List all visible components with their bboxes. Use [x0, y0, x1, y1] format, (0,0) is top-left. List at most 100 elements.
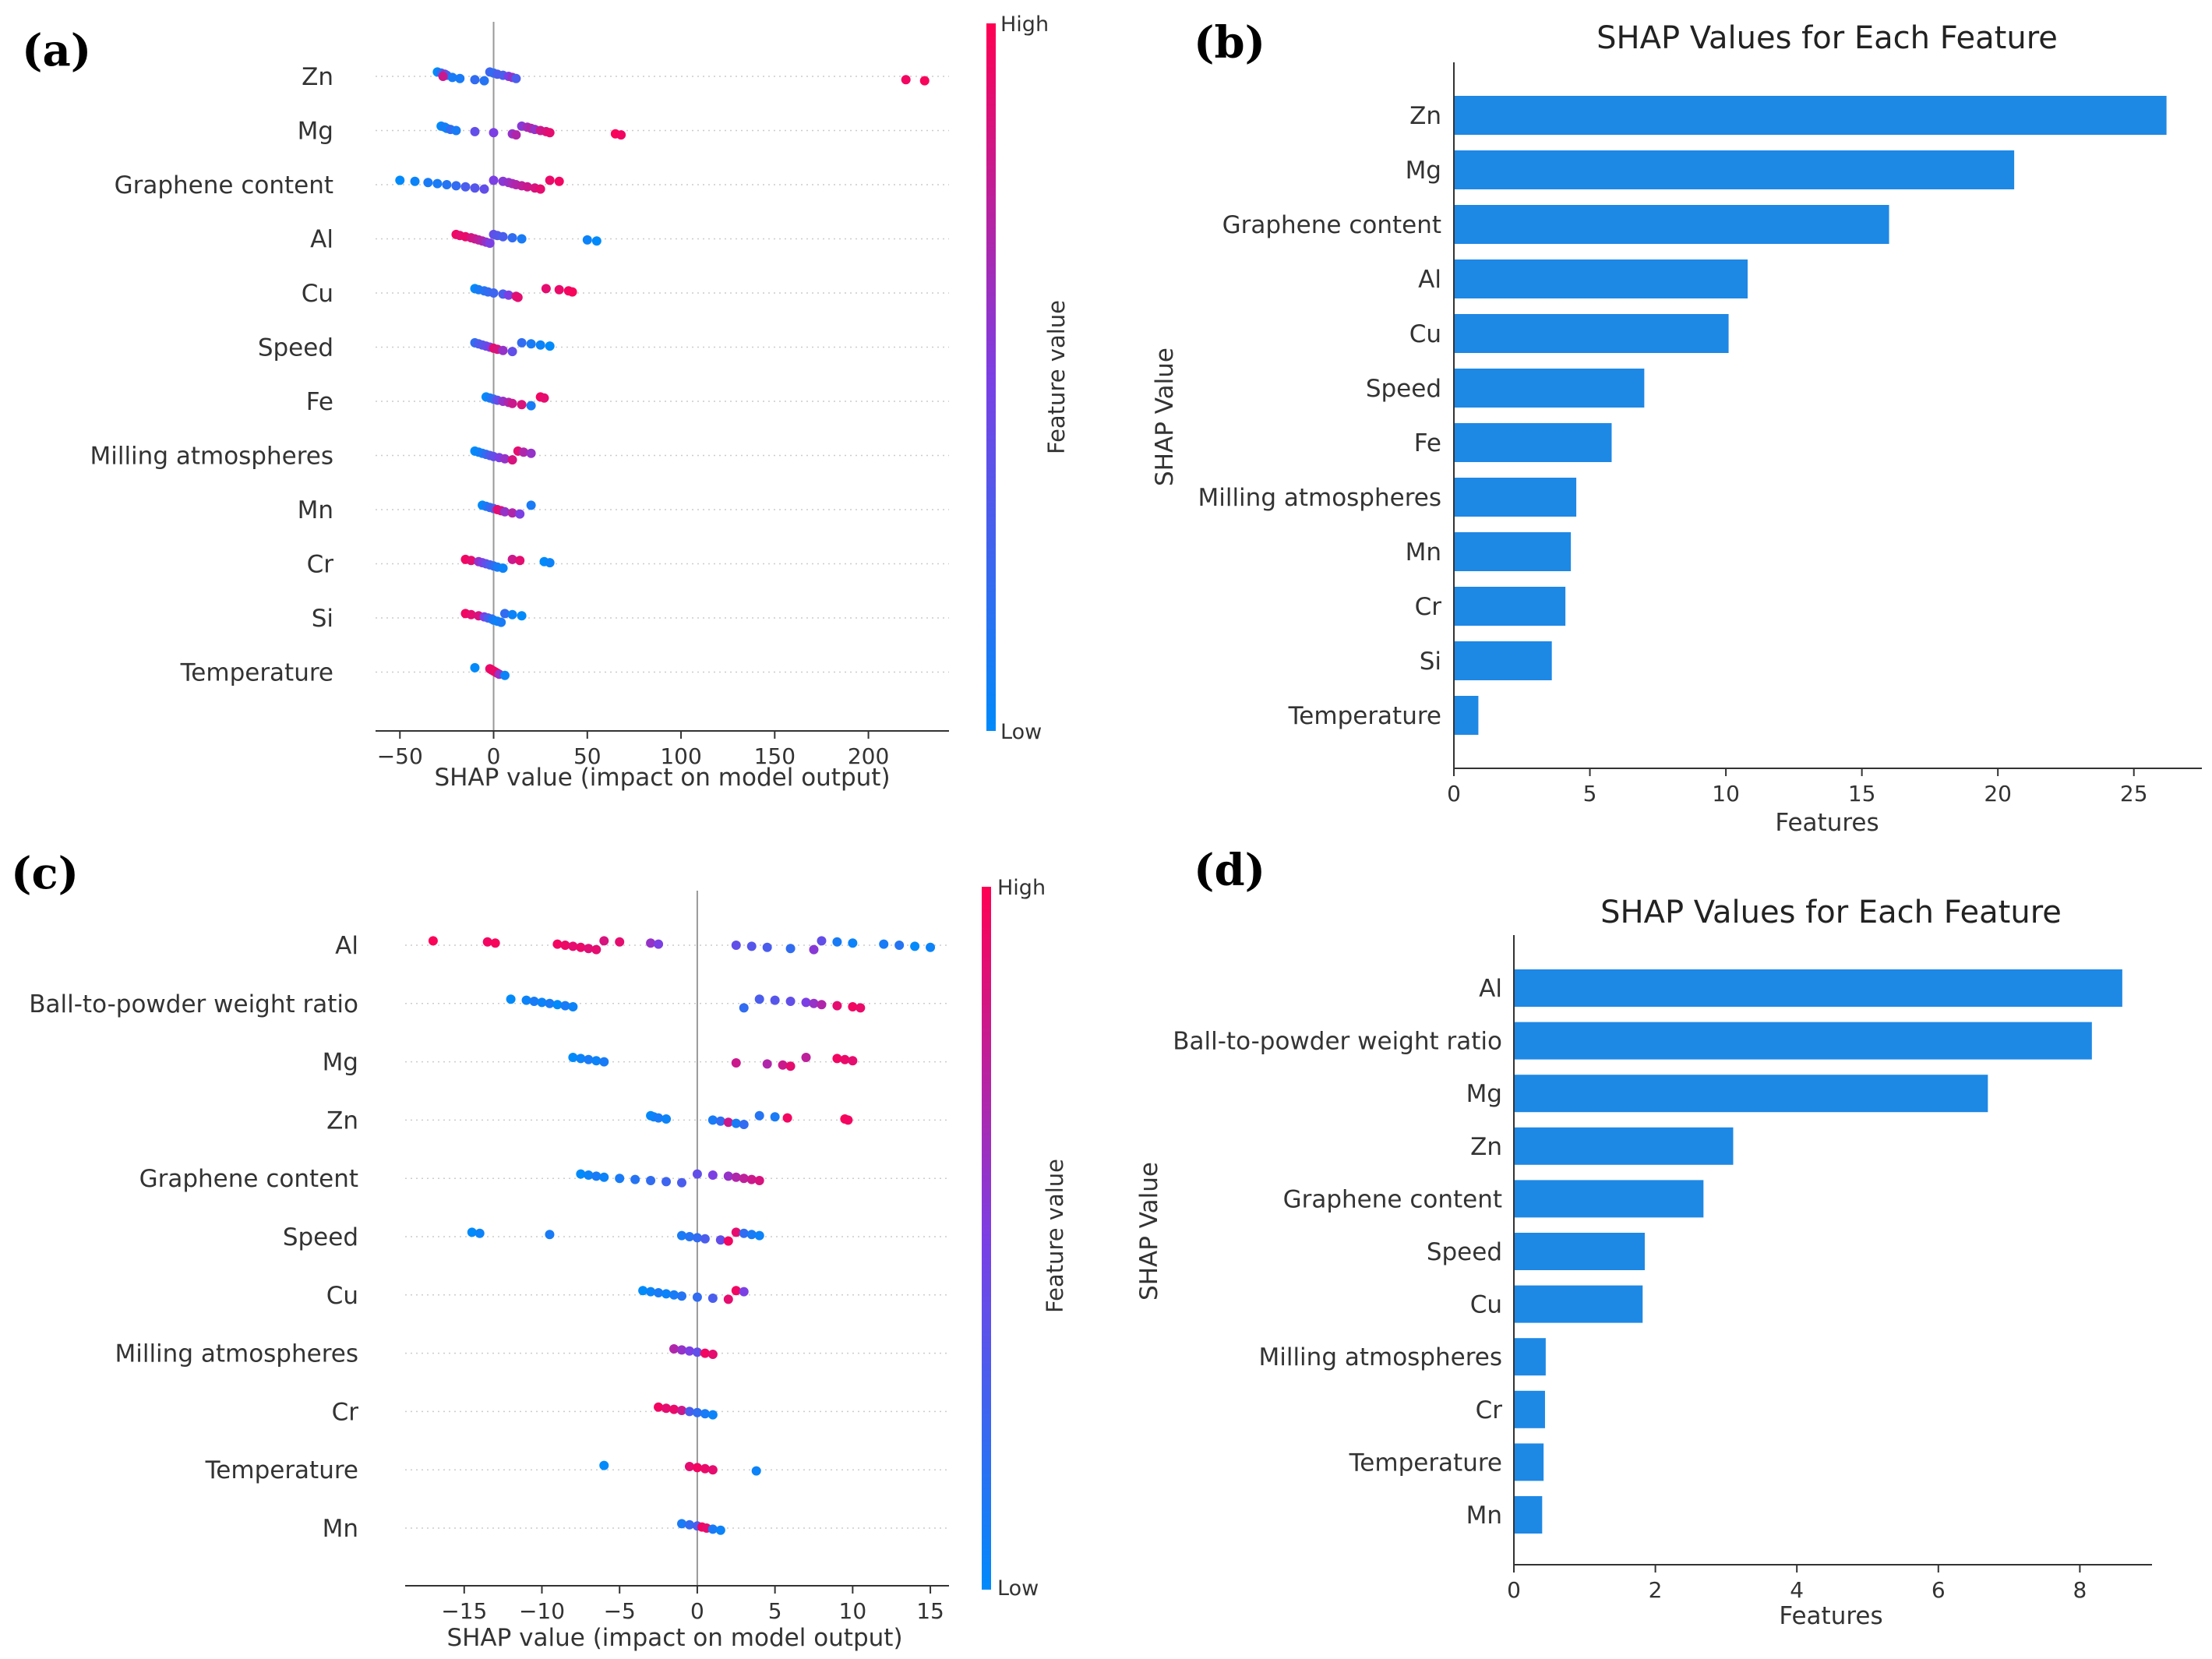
- feature-label: Cu: [326, 1282, 358, 1310]
- feature-label: Fe: [306, 388, 333, 416]
- point: [507, 398, 517, 408]
- point: [552, 1000, 563, 1010]
- point: [715, 1235, 725, 1245]
- point: [513, 292, 523, 302]
- beeswarm-points: [395, 67, 930, 680]
- point: [599, 1172, 609, 1182]
- feature-label: Cu: [302, 280, 333, 308]
- point: [517, 234, 527, 244]
- point: [676, 1177, 686, 1188]
- point: [901, 75, 911, 85]
- bars: [1514, 969, 2122, 1534]
- bar: [1514, 1127, 1734, 1165]
- point: [731, 1118, 741, 1128]
- point: [526, 500, 536, 510]
- x-axis-label: Features: [1775, 809, 1879, 837]
- tick-label: 5: [768, 1598, 782, 1624]
- point: [669, 1404, 679, 1414]
- point: [507, 508, 517, 518]
- point: [470, 183, 480, 193]
- point: [707, 1524, 718, 1534]
- chart-title: SHAP Values for Each Feature: [1596, 20, 2058, 56]
- point: [541, 284, 551, 294]
- category-labels: Al Ball-to-powder weight ratio Mg Zn Graphen…: [1173, 975, 1502, 1530]
- tick-label: 4: [1790, 1577, 1804, 1603]
- point: [654, 1113, 664, 1123]
- point: [707, 1115, 718, 1125]
- point: [438, 72, 448, 81]
- x-axis-label: SHAP value (impact on model output): [446, 1624, 902, 1652]
- point: [467, 1227, 477, 1237]
- feature-label: Al: [310, 226, 333, 254]
- point: [910, 941, 920, 951]
- point: [676, 1291, 686, 1301]
- bar: [1514, 1285, 1643, 1323]
- point: [591, 236, 602, 246]
- point: [669, 1290, 679, 1300]
- point: [545, 128, 555, 138]
- bar: [1454, 532, 1572, 571]
- bar: [1454, 641, 1552, 680]
- tick-label: 2: [1649, 1577, 1663, 1603]
- point: [692, 1169, 702, 1179]
- point: [723, 1117, 733, 1128]
- bar: [1454, 96, 2167, 135]
- point: [552, 939, 563, 949]
- point: [676, 1230, 686, 1241]
- category-label: Si: [1420, 648, 1441, 676]
- point: [539, 393, 549, 403]
- point: [498, 231, 508, 242]
- grid-lines: [405, 944, 949, 1529]
- point: [832, 937, 842, 947]
- colorbar-low-label: Low: [1000, 720, 1042, 744]
- point: [432, 178, 443, 189]
- bar: [1454, 150, 2015, 189]
- point: [843, 1115, 853, 1125]
- point: [926, 942, 936, 952]
- point: [762, 942, 772, 952]
- category-label: Mn: [1406, 538, 1441, 567]
- point: [801, 1053, 811, 1062]
- point: [692, 1463, 702, 1473]
- point: [545, 341, 555, 351]
- chart-title: SHAP Values for Each Feature: [1600, 895, 2062, 930]
- feature-label: Graphene content: [115, 171, 333, 199]
- point: [684, 1346, 694, 1356]
- point: [568, 1002, 578, 1011]
- point: [630, 1174, 640, 1184]
- point: [485, 238, 495, 249]
- point: [499, 670, 510, 680]
- point: [395, 175, 405, 185]
- bar: [1514, 1443, 1544, 1481]
- tick-label: 150: [754, 743, 796, 769]
- point: [560, 941, 570, 950]
- point: [782, 1113, 792, 1123]
- point: [692, 1347, 702, 1357]
- point: [700, 1234, 710, 1244]
- point: [731, 1227, 741, 1237]
- point: [801, 997, 811, 1008]
- bar: [1454, 259, 1748, 298]
- point: [599, 1460, 609, 1470]
- point: [535, 340, 545, 350]
- tick-label: 20: [1984, 781, 2012, 807]
- point: [646, 938, 656, 948]
- feature-label: Mn: [323, 1515, 358, 1543]
- category-label: Cr: [1415, 593, 1442, 621]
- point: [751, 1466, 761, 1476]
- point: [848, 938, 858, 948]
- point: [526, 448, 536, 458]
- feature-label: Zn: [302, 63, 333, 91]
- point: [479, 76, 489, 86]
- tick-label: −50: [377, 743, 423, 769]
- point: [676, 1345, 686, 1355]
- colorbar-title: Feature value: [1043, 300, 1070, 454]
- point: [560, 1001, 570, 1011]
- point: [447, 72, 457, 83]
- feature-label: Si: [312, 605, 333, 633]
- point: [442, 180, 452, 189]
- point: [529, 997, 539, 1006]
- x-axis: −15 −10 −5 0 5 10 15: [405, 1585, 949, 1624]
- colorbar-gradient: [982, 887, 991, 1590]
- bar: [1454, 314, 1729, 353]
